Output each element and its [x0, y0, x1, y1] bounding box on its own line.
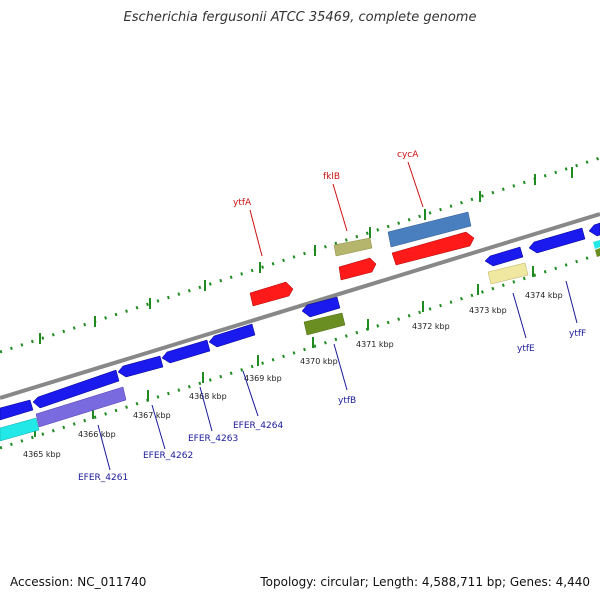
leader-cycA — [407, 161, 424, 208]
gene-ytfB-arrow[interactable] — [301, 296, 341, 318]
leader-EFER-4264 — [242, 370, 259, 417]
label-fklB: fklB — [323, 172, 340, 182]
page-title: Escherichia fergusonii ATCC 35469, compl… — [123, 10, 477, 25]
kbp-label: 4374 kbp — [525, 291, 563, 300]
leader-ytfA — [249, 209, 263, 257]
label-EFER-4262: EFER_4262 — [143, 451, 193, 461]
label-ytfB: ytfB — [338, 396, 356, 406]
gene-ytfF-arrow[interactable] — [528, 227, 586, 254]
topology-label: Topology: circular; Length: 4,588,711 bp… — [260, 575, 590, 589]
leader-EFER-4262 — [151, 404, 166, 450]
kbp-label: 4368 kbp — [189, 392, 227, 401]
gene-EFER-4261-arrow[interactable] — [0, 399, 34, 421]
leader-ytfE — [512, 292, 527, 339]
upper-major-ticks — [39, 167, 573, 344]
lower-ruler — [0, 252, 600, 450]
kbp-label: 4367 kbp — [133, 411, 171, 420]
kbp-label: 4371 kbp — [356, 340, 394, 349]
gene-partial-box-cyan[interactable] — [593, 240, 600, 249]
leader-ytfB — [333, 343, 348, 391]
label-EFER-4261: EFER_4261 — [78, 473, 128, 483]
gene-ytfE-box[interactable] — [487, 262, 529, 285]
leader-EFER-4263 — [199, 386, 213, 432]
gene-cycA-box[interactable] — [387, 211, 472, 248]
genome-axis — [0, 212, 600, 400]
gene-EFER-4261-box[interactable] — [0, 417, 40, 442]
label-cycA: cycA — [397, 150, 419, 160]
label-ytfE: ytfE — [517, 344, 535, 354]
gene-ytfB-box[interactable] — [303, 312, 346, 336]
label-EFER-4263: EFER_4263 — [188, 434, 238, 444]
kbp-label: 4370 kbp — [300, 357, 338, 366]
gene-fklB-box[interactable] — [333, 237, 373, 257]
kbp-label: 4365 kbp — [23, 450, 61, 459]
gene-EFER-4264-arrow-b[interactable] — [208, 323, 256, 348]
leader-fklB — [332, 183, 348, 232]
accession-label: Accession: NC_011740 — [10, 575, 147, 589]
gene-cycA-arrow[interactable] — [391, 231, 475, 266]
leader-ytfF — [565, 280, 578, 324]
gene-partial-box-olive[interactable] — [595, 248, 600, 257]
kbp-label: 4373 kbp — [469, 306, 507, 315]
label-ytfF: ytfF — [569, 329, 586, 339]
gene-ytfA-arrow[interactable] — [249, 281, 294, 307]
gene-EFER-4264-arrow-a[interactable] — [161, 339, 211, 364]
gene-EFER-4263-box[interactable] — [35, 386, 127, 428]
label-EFER-4264: EFER_4264 — [233, 421, 283, 431]
gene-ytfE-arrow[interactable] — [484, 246, 524, 267]
gene-EFER-4263-arrow[interactable] — [117, 355, 164, 378]
kbp-label: 4372 kbp — [412, 322, 450, 331]
gene-partial-arrow[interactable] — [588, 222, 600, 237]
label-ytfA: ytfA — [233, 198, 252, 208]
gene-fklB-arrow[interactable] — [338, 257, 377, 281]
kbp-label: 4366 kbp — [78, 430, 116, 439]
kbp-label: 4369 kbp — [244, 374, 282, 383]
gene-EFER-4262-arrow[interactable] — [32, 369, 120, 409]
leader-EFER-4261 — [97, 424, 111, 471]
